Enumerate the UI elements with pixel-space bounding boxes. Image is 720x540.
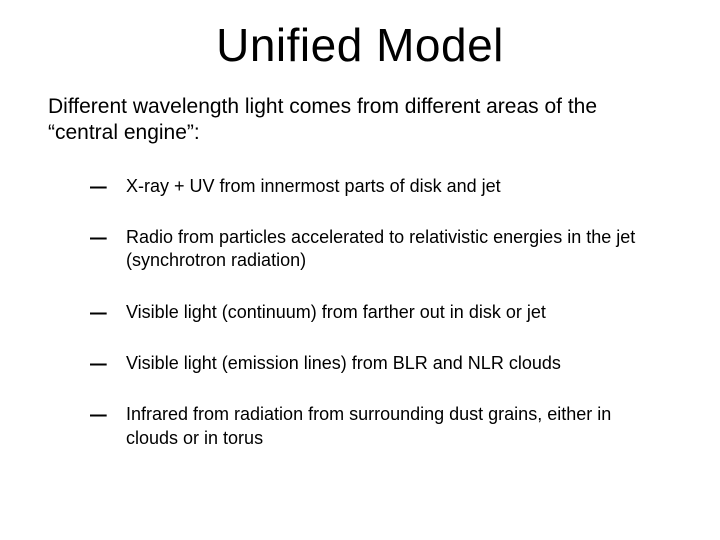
dash-icon: – bbox=[90, 301, 108, 324]
dash-icon: – bbox=[90, 352, 108, 375]
bullet-text: Visible light (emission lines) from BLR … bbox=[126, 352, 561, 375]
slide-container: Unified Model Different wavelength light… bbox=[0, 0, 720, 540]
list-item: – Visible light (continuum) from farther… bbox=[90, 301, 650, 324]
bullet-text: Visible light (continuum) from farther o… bbox=[126, 301, 546, 324]
dash-icon: – bbox=[90, 403, 108, 426]
list-item: – Radio from particles accelerated to re… bbox=[90, 226, 650, 273]
list-item: – Infrared from radiation from surroundi… bbox=[90, 403, 650, 450]
dash-icon: – bbox=[90, 226, 108, 249]
intro-text: Different wavelength light comes from di… bbox=[40, 94, 680, 147]
bullet-text: Radio from particles accelerated to rela… bbox=[126, 226, 650, 273]
bullet-list: – X-ray + UV from innermost parts of dis… bbox=[40, 175, 680, 451]
bullet-text: X-ray + UV from innermost parts of disk … bbox=[126, 175, 501, 198]
list-item: – X-ray + UV from innermost parts of dis… bbox=[90, 175, 650, 198]
list-item: – Visible light (emission lines) from BL… bbox=[90, 352, 650, 375]
page-title: Unified Model bbox=[40, 18, 680, 72]
dash-icon: – bbox=[90, 175, 108, 198]
bullet-text: Infrared from radiation from surrounding… bbox=[126, 403, 650, 450]
